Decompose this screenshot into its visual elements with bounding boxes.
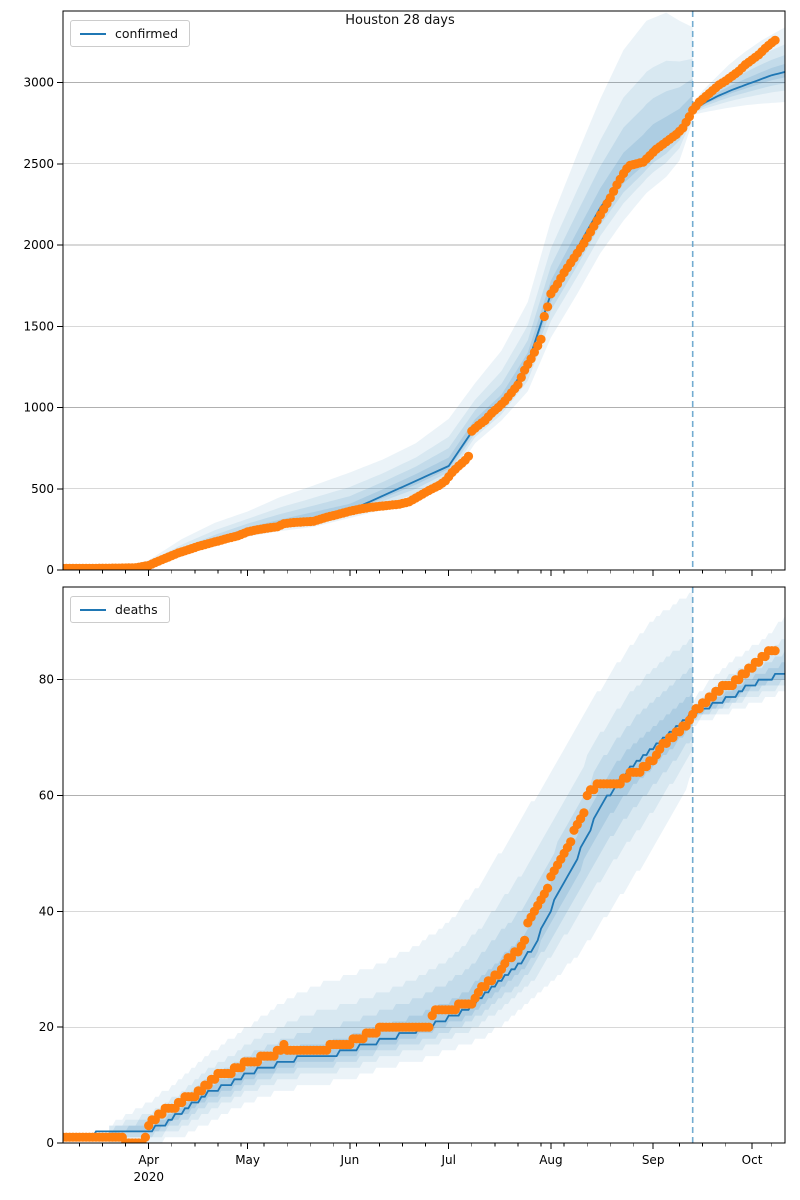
plot-frame — [62, 10, 786, 571]
x-tick-label: May — [235, 1153, 260, 1167]
legend-line-swatch — [80, 32, 106, 35]
legend-deaths: deaths — [70, 596, 170, 623]
uncertainty-band — [109, 639, 693, 1138]
legend-line-swatch — [80, 608, 106, 611]
y-tick-label: 40 — [39, 904, 54, 918]
observed-point — [770, 35, 780, 45]
confirmed-plot-area — [63, 11, 785, 570]
uncertainty-band — [692, 44, 785, 114]
legend-label: deaths — [115, 602, 158, 617]
deaths-observed-points — [63, 646, 780, 1143]
observed-point — [539, 311, 549, 322]
y-tick-label: 500 — [31, 482, 54, 496]
uncertainty-band — [109, 668, 693, 1138]
y-tick-label: 80 — [39, 673, 54, 687]
y-tick-label: 0 — [46, 563, 54, 577]
observed-point — [520, 935, 530, 945]
uncertainty-band — [109, 78, 693, 568]
y-tick-label: 2000 — [23, 238, 54, 252]
observed-point — [140, 1132, 150, 1142]
legend-confirmed: confirmed — [70, 20, 191, 47]
chart-title: Houston 28 days — [345, 13, 455, 28]
y-tick-label: 20 — [39, 1020, 54, 1034]
observed-point — [566, 837, 576, 847]
observed-point — [543, 302, 553, 312]
observed-point — [513, 380, 523, 390]
y-tick-label: 0 — [46, 1136, 54, 1150]
x-tick-label: Jul — [440, 1153, 455, 1167]
confirmed-observed-points — [63, 35, 780, 570]
observed-point — [516, 372, 526, 382]
observed-point — [424, 1022, 434, 1032]
y-tick-label: 1500 — [23, 319, 54, 333]
y-tick-label: 60 — [39, 789, 54, 803]
y-tick-label: 2500 — [23, 157, 54, 171]
deaths-plot-area — [63, 587, 785, 1143]
legend-label: confirmed — [115, 26, 179, 41]
x-tick-label: Apr — [138, 1153, 159, 1167]
uncertainty-band — [109, 12, 693, 570]
plot-frame — [62, 586, 786, 1144]
y-tick-label: 3000 — [23, 76, 54, 90]
x-tick-label: Sep — [642, 1153, 665, 1167]
uncertainty-band — [109, 58, 693, 569]
x-year-label: 2020 — [133, 1170, 164, 1184]
observed-point — [543, 883, 553, 893]
uncertainty-band — [692, 662, 785, 715]
x-tick-label: Jun — [339, 1153, 359, 1167]
y-tick-label: 1000 — [23, 401, 54, 415]
observed-point — [579, 808, 589, 818]
observed-point — [536, 334, 546, 344]
observed-point — [463, 451, 474, 461]
x-tick-label: Aug — [539, 1153, 562, 1167]
x-tick-label: Oct — [742, 1153, 763, 1167]
observed-point — [770, 646, 780, 656]
